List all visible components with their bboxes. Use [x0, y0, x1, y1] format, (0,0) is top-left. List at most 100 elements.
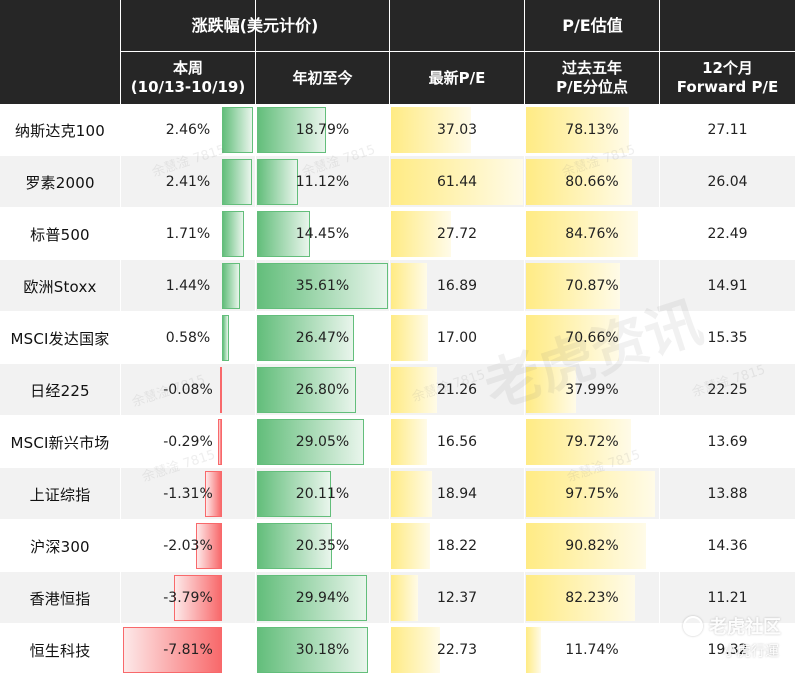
- column-divider: [659, 0, 660, 673]
- cell-week: 2.46%: [121, 104, 255, 156]
- value-ytd: 20.11%: [295, 486, 350, 502]
- databar-pct: [526, 367, 577, 413]
- cell-week: 2.41%: [121, 156, 255, 208]
- databar-ytd: [257, 367, 356, 413]
- value-pe: 27.72: [436, 226, 478, 242]
- databar-pe: [391, 211, 451, 257]
- table-row: 日经225 -0.08% 26.80% 21.26 37.99% 22.25: [0, 364, 795, 416]
- cell-ytd: 18.79%: [256, 104, 389, 156]
- databar-ytd: [257, 627, 369, 673]
- cell-pe: 16.89: [390, 260, 524, 312]
- cell-pe: 27.72: [390, 208, 524, 260]
- databar-week: [222, 315, 230, 361]
- column-divider: [524, 0, 525, 673]
- value-week: 1.71%: [165, 226, 211, 242]
- cell-fwd: 13.69: [660, 416, 795, 468]
- cell-ytd: 35.61%: [256, 260, 389, 312]
- databar-pct: [526, 107, 630, 153]
- databar-week: [196, 523, 222, 569]
- cell-fwd: 14.91: [660, 260, 795, 312]
- databar-pct: [526, 627, 542, 673]
- value-pe: 22.73: [436, 642, 478, 658]
- databar-week: [222, 107, 253, 153]
- value-fwd: 22.25: [707, 382, 748, 398]
- value-ytd: 29.94%: [295, 590, 350, 606]
- index-name: 沪深300: [30, 537, 90, 556]
- databar-week: [123, 627, 222, 673]
- cell-week: -0.29%: [121, 416, 255, 468]
- cell-week: -1.31%: [121, 468, 255, 520]
- table-row: MSCI发达国家 0.58% 26.47% 17.00 70.66% 15.35: [0, 312, 795, 364]
- databar-pct: [526, 315, 620, 361]
- value-fwd: 13.88: [707, 486, 748, 502]
- cell-ytd: 29.05%: [256, 416, 389, 468]
- row-divider: [0, 415, 795, 416]
- row-divider: [0, 519, 795, 520]
- cell-ytd: 30.18%: [256, 624, 389, 673]
- value-fwd: 15.35: [707, 330, 748, 346]
- value-fwd: 22.49: [707, 226, 748, 242]
- databar-pe: [391, 107, 471, 153]
- databar-pe: [391, 263, 428, 309]
- value-pe: 61.44: [436, 174, 478, 190]
- cell-week: 1.44%: [121, 260, 255, 312]
- table-row: 沪深300 -2.03% 20.35% 18.22 90.82% 14.36: [0, 520, 795, 572]
- databar-pct: [526, 159, 633, 205]
- cell-pe: 12.37: [390, 572, 524, 624]
- index-name: MSCI新兴市场: [10, 433, 110, 452]
- cell-pe: 16.56: [390, 416, 524, 468]
- header-col-forward-pe: 12个月 Forward P/E: [660, 52, 795, 104]
- table-row: 罗素2000 2.41% 11.12% 61.44 80.66% 26.04: [0, 156, 795, 208]
- header-col-pe-percentile: 过去五年 P/E分位点: [525, 52, 659, 104]
- value-pe: 18.94: [436, 486, 478, 502]
- value-week: 1.44%: [165, 278, 211, 294]
- cell-fwd: 13.88: [660, 468, 795, 520]
- value-pct: 70.87%: [565, 278, 619, 294]
- value-fwd: 14.91: [707, 278, 748, 294]
- cell-pe: 37.03: [390, 104, 524, 156]
- index-name: 日经225: [30, 381, 90, 400]
- cell-ytd: 29.94%: [256, 572, 389, 624]
- databar-pe: [391, 627, 440, 673]
- value-pct: 82.23%: [565, 590, 619, 606]
- value-fwd: 26.04: [707, 174, 748, 190]
- value-ytd: 18.79%: [295, 122, 350, 138]
- index-name: 罗素2000: [25, 173, 95, 192]
- index-name: MSCI发达国家: [10, 329, 110, 348]
- value-week: 2.46%: [165, 122, 211, 138]
- value-pct: 11.74%: [565, 642, 619, 658]
- databar-pe: [391, 471, 432, 517]
- table-row: 欧洲Stoxx 1.44% 35.61% 16.89 70.87% 14.91: [0, 260, 795, 312]
- databar-pct: [526, 523, 646, 569]
- value-week: -0.29%: [163, 434, 213, 450]
- cell-pct: 79.72%: [525, 416, 659, 468]
- value-week: -3.79%: [163, 590, 213, 606]
- value-pe: 16.56: [436, 434, 478, 450]
- value-pe: 21.26: [436, 382, 478, 398]
- table-row: 恒生科技 -7.81% 30.18% 22.73 11.74% 19.32: [0, 624, 795, 673]
- databar-pe: [391, 315, 428, 361]
- databar-week: [220, 367, 222, 413]
- index-name: 上证综指: [29, 485, 91, 504]
- databar-ytd: [257, 471, 331, 517]
- value-fwd: 27.11: [707, 122, 748, 138]
- cell-fwd: 26.04: [660, 156, 795, 208]
- table-row: 纳斯达克100 2.46% 18.79% 37.03 78.13% 27.11: [0, 104, 795, 156]
- value-ytd: 35.61%: [295, 278, 350, 294]
- cell-fwd: 15.35: [660, 312, 795, 364]
- cell-week: -2.03%: [121, 520, 255, 572]
- row-divider: [0, 259, 795, 260]
- databar-pct: [526, 263, 620, 309]
- value-week: 0.58%: [165, 330, 211, 346]
- row-divider: [0, 311, 795, 312]
- databar-week: [222, 159, 253, 205]
- databar-week: [218, 419, 222, 465]
- databar-pe: [391, 367, 437, 413]
- column-divider: [255, 0, 256, 673]
- cell-pe: 18.22: [390, 520, 524, 572]
- value-fwd: 13.69: [707, 434, 748, 450]
- brand-sub-watermark: 小虎行運: [723, 644, 779, 660]
- value-fwd: 14.36: [707, 538, 748, 554]
- cell-week: 0.58%: [121, 312, 255, 364]
- column-divider: [120, 0, 121, 673]
